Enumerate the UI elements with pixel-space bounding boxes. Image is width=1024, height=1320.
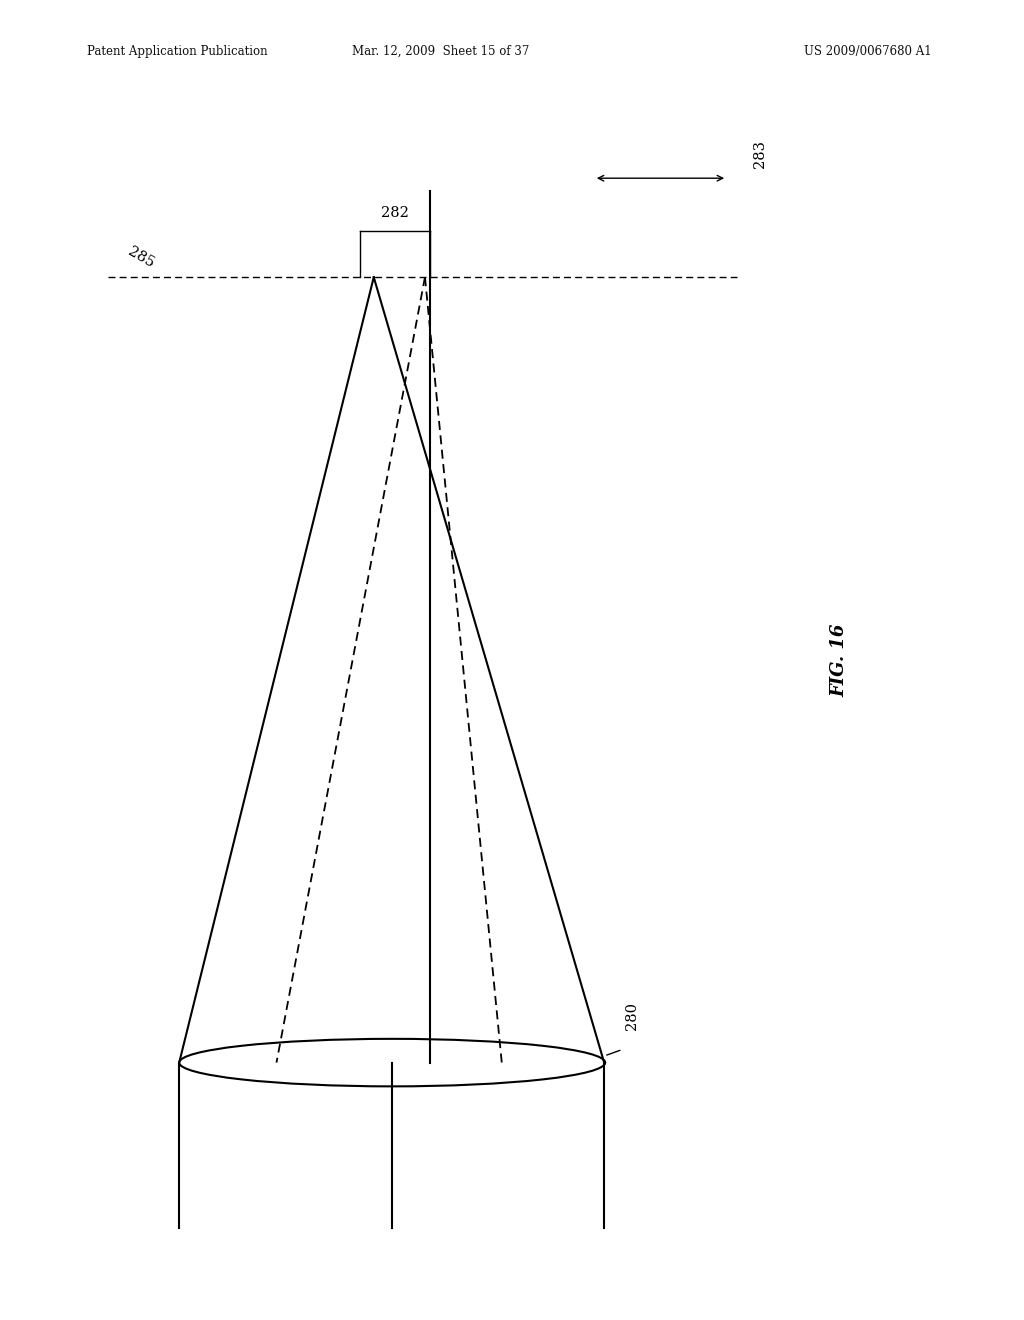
Text: 283: 283 [753,140,767,168]
Text: Mar. 12, 2009  Sheet 15 of 37: Mar. 12, 2009 Sheet 15 of 37 [351,45,529,58]
Text: 280: 280 [625,1002,639,1031]
Text: FIG. 16: FIG. 16 [830,623,849,697]
Text: 285: 285 [126,244,157,271]
Text: Patent Application Publication: Patent Application Publication [87,45,267,58]
Text: 282: 282 [381,206,410,220]
Text: US 2009/0067680 A1: US 2009/0067680 A1 [804,45,932,58]
